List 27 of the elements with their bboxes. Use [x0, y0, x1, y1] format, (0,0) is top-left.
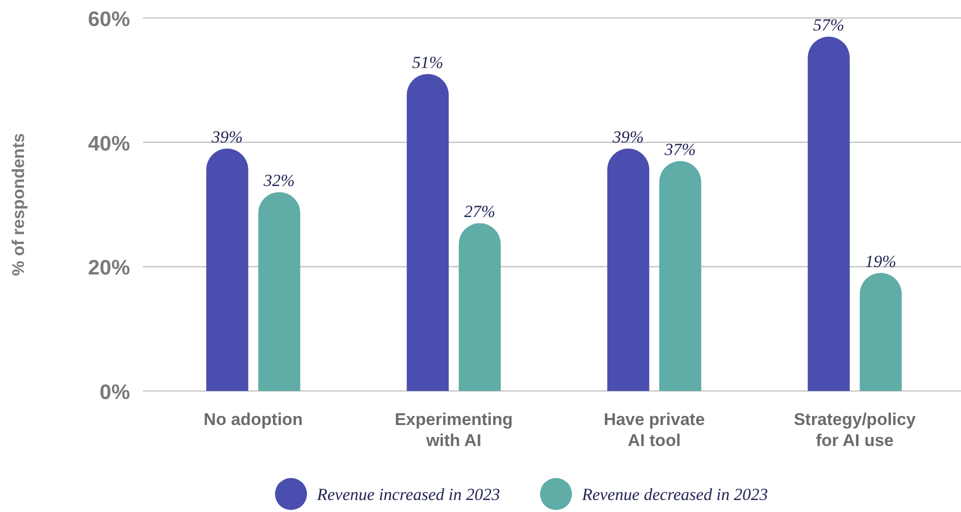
- y-tick-label: 0%: [100, 381, 130, 404]
- legend-label: Revenue increased in 2023: [316, 485, 500, 504]
- bar: [860, 272, 902, 391]
- y-tick-label: 40%: [88, 132, 130, 156]
- data-label: 39%: [612, 128, 644, 147]
- data-label: 57%: [813, 16, 844, 35]
- y-tick-label: 20%: [88, 256, 130, 280]
- x-tick-label: Have private AI tool: [604, 410, 705, 450]
- data-label: 27%: [464, 202, 496, 222]
- data-label: 51%: [412, 52, 444, 72]
- data-label: 39%: [210, 128, 243, 147]
- x-tick-label: No adoption: [204, 410, 303, 429]
- y-axis-title: % of respondents: [9, 133, 28, 276]
- x-tick-label: Experimenting with AI: [394, 410, 513, 450]
- bar: [206, 148, 248, 391]
- bar: [458, 223, 501, 391]
- y-tick-label: 60%: [88, 8, 130, 31]
- bar: [607, 148, 650, 391]
- bar: [659, 161, 702, 391]
- legend-label: Revenue decreased in 2023: [581, 485, 768, 504]
- bar: [406, 74, 449, 391]
- data-label: 32%: [262, 171, 295, 190]
- bar: [258, 192, 300, 391]
- bar: [808, 36, 850, 391]
- x-tick-label: Strategy/policy for AI use: [794, 410, 916, 450]
- data-label: 37%: [664, 140, 696, 159]
- data-label: 19%: [865, 252, 896, 271]
